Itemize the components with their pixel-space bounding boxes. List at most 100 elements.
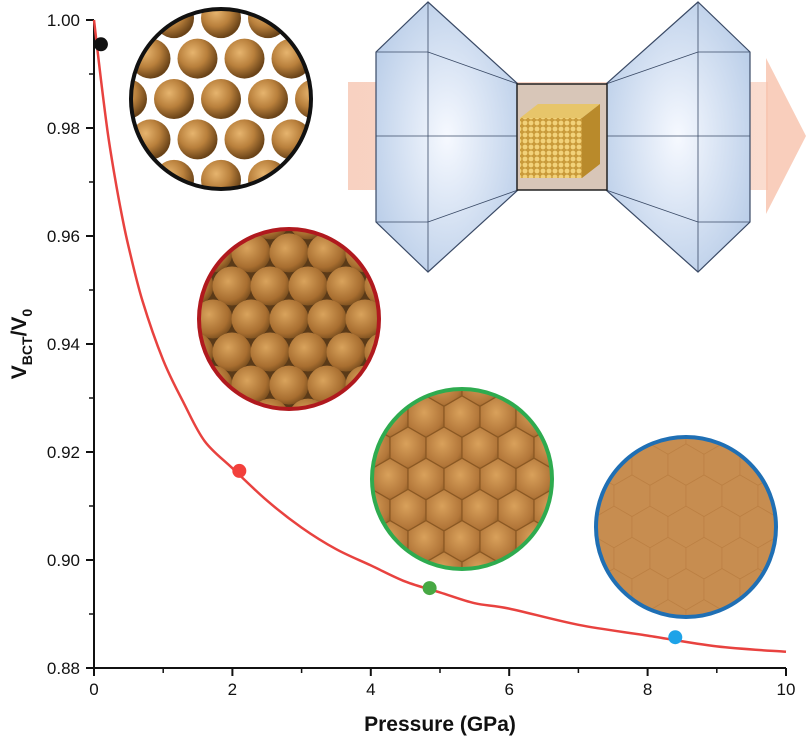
particle [372, 583, 408, 625]
particle [372, 457, 373, 501]
particle [300, 583, 336, 625]
particle [342, 0, 382, 38]
particle [318, 489, 354, 531]
particle [775, 443, 776, 486]
particle [668, 382, 704, 424]
particle [524, 569, 560, 611]
particle [552, 583, 588, 625]
particle [199, 398, 214, 409]
particle [524, 631, 560, 673]
particle [757, 437, 776, 455]
particle [248, 79, 288, 119]
particle [326, 332, 366, 372]
particle [118, 366, 157, 405]
data-points [93, 37, 683, 645]
particle [403, 333, 442, 372]
particle [326, 266, 366, 306]
particle [137, 200, 176, 239]
particle [384, 366, 423, 405]
y-tick-label: 1.00 [47, 11, 80, 30]
particle [606, 365, 642, 407]
particle [250, 266, 290, 306]
x-tick-label: 10 [777, 680, 796, 699]
particle [632, 382, 668, 424]
particle [308, 432, 347, 471]
diamond-anvil-cell-illustration [348, 1, 806, 273]
particle [776, 382, 806, 424]
particle [270, 432, 309, 471]
particle [364, 266, 379, 306]
particle [403, 266, 442, 305]
series-line [92, 19, 787, 654]
particle [336, 583, 372, 625]
particle [704, 631, 740, 673]
particle [326, 398, 366, 409]
particle [156, 432, 195, 471]
particle [131, 200, 171, 240]
particle [269, 299, 309, 339]
y-ticks: 0.88 0.90 0.92 0.94 0.96 0.98 1.00 [47, 11, 94, 678]
x-tick-label: 0 [89, 680, 98, 699]
x-tick-label: 8 [643, 680, 652, 699]
x-tick-label: 2 [228, 680, 237, 699]
particle [199, 299, 233, 339]
particle [551, 395, 552, 439]
particle [201, 79, 241, 119]
particle [596, 631, 632, 673]
particle [156, 300, 195, 339]
y-tick-label: 0.90 [47, 551, 80, 570]
particle [224, 119, 265, 160]
particle [794, 475, 806, 517]
particle [178, 200, 218, 240]
particle [441, 266, 480, 305]
particle [588, 396, 624, 438]
particle [212, 398, 252, 409]
particle [560, 382, 596, 424]
particle [131, 79, 147, 119]
particle [118, 233, 157, 272]
particle [552, 334, 588, 376]
nanocube-icon [520, 104, 600, 178]
particle [757, 599, 776, 617]
particle [212, 332, 252, 372]
particle [551, 519, 552, 563]
particle [201, 9, 241, 39]
particle [533, 551, 552, 569]
particle [177, 119, 218, 160]
particle [288, 266, 328, 306]
particle [422, 300, 461, 339]
particle [212, 266, 252, 306]
particle [441, 333, 480, 372]
particle [269, 233, 309, 273]
y-tick-label: 0.98 [47, 119, 80, 138]
particle [794, 413, 806, 455]
particle [319, 39, 359, 79]
particle [480, 334, 516, 376]
particle [740, 382, 776, 424]
particle [300, 521, 336, 563]
data-point [232, 463, 247, 478]
particle [372, 519, 373, 563]
particle [199, 229, 214, 240]
particle [775, 568, 776, 611]
particle [199, 266, 214, 306]
y-tick-label: 0.88 [47, 659, 80, 678]
particle [596, 443, 597, 486]
particle [596, 437, 615, 455]
particle [250, 332, 290, 372]
particle [516, 334, 552, 376]
y-tick-label: 0.94 [47, 335, 80, 354]
particle [408, 334, 444, 376]
y-axis-title: VBCT/V0 [8, 309, 35, 380]
particle [300, 458, 336, 500]
particle [480, 583, 516, 625]
data-point [93, 37, 108, 52]
particle [794, 537, 806, 579]
x-axis-title: Pressure (GPa) [364, 713, 516, 736]
particle [560, 631, 596, 673]
particle [588, 334, 624, 376]
particle [199, 332, 214, 372]
particle [364, 332, 379, 372]
particle [288, 332, 328, 372]
particle [570, 427, 606, 469]
